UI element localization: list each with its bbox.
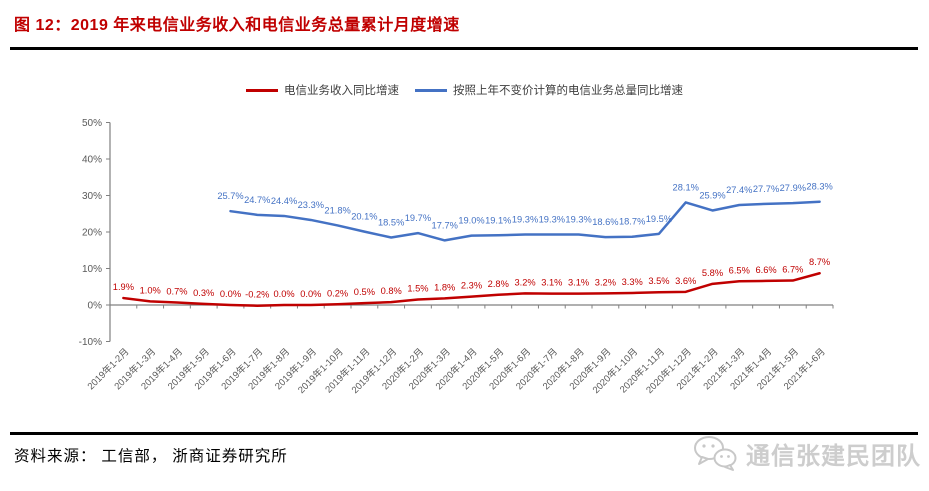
data-label: 18.6% xyxy=(592,217,618,227)
data-label: 2.3% xyxy=(461,281,482,291)
data-label: 27.7% xyxy=(753,184,779,194)
legend-marker-revenue xyxy=(246,88,278,92)
data-label: 3.2% xyxy=(514,277,535,287)
legend-marker-volume xyxy=(415,88,447,92)
data-label: 17.7% xyxy=(432,220,458,230)
data-label: 24.4% xyxy=(271,196,297,206)
data-label: 6.5% xyxy=(729,265,750,275)
legend-item-revenue: 电信业务收入同比增速 xyxy=(246,82,399,98)
data-label: 3.1% xyxy=(568,278,589,288)
y-tick-label: 10% xyxy=(82,264,102,275)
data-label: 3.6% xyxy=(675,276,696,286)
data-label: 5.8% xyxy=(702,268,723,278)
y-tick-label: 0% xyxy=(88,301,103,312)
data-label: 0.7% xyxy=(166,286,187,296)
data-label: 1.0% xyxy=(140,285,161,295)
data-label: 19.3% xyxy=(565,215,591,225)
data-label: 0.5% xyxy=(354,287,375,297)
data-label: 19.3% xyxy=(512,215,538,225)
data-label: 3.5% xyxy=(648,276,669,286)
data-label: 6.7% xyxy=(782,265,803,275)
data-label: 19.1% xyxy=(485,215,511,225)
data-label: 27.4% xyxy=(726,185,752,195)
data-label: 1.5% xyxy=(407,284,428,294)
data-label: 18.5% xyxy=(378,217,404,227)
legend-item-volume: 按照上年不变价计算的电信业务总量同比增速 xyxy=(415,82,683,98)
data-label: 0.0% xyxy=(273,289,294,299)
data-label: 3.2% xyxy=(595,277,616,287)
bottom-divider xyxy=(10,432,918,435)
data-label: 19.7% xyxy=(405,213,431,223)
data-label: 23.3% xyxy=(298,200,324,210)
y-tick-label: -10% xyxy=(79,337,102,348)
data-label: 0.8% xyxy=(381,286,402,296)
data-label: 28.1% xyxy=(673,182,699,192)
data-label: 19.0% xyxy=(458,216,484,226)
data-label: -0.2% xyxy=(245,290,269,300)
data-label: 24.7% xyxy=(244,195,270,205)
data-label: 1.8% xyxy=(434,282,455,292)
data-label: 0.2% xyxy=(327,288,348,298)
data-label: 20.1% xyxy=(351,212,377,222)
data-label: 19.3% xyxy=(539,215,565,225)
figure-title: 图 12：2019 年来电信业务收入和电信业务总量累计月度增速 xyxy=(14,17,460,34)
data-label: 21.8% xyxy=(324,205,350,215)
y-tick-label: 30% xyxy=(82,191,102,202)
team-watermark: 通信张建民团队 xyxy=(692,434,921,472)
data-label: 18.7% xyxy=(619,217,645,227)
data-label: 0.0% xyxy=(220,289,241,299)
series-line-volume xyxy=(229,200,821,242)
source-note: 资料来源： 工信部， 浙商证券研究所 xyxy=(14,448,288,465)
y-tick-label: 40% xyxy=(82,155,102,166)
top-divider xyxy=(10,47,918,50)
data-label: 25.9% xyxy=(699,190,725,200)
data-label: 6.6% xyxy=(755,265,776,275)
data-label: 25.7% xyxy=(217,191,243,201)
wechat-icon xyxy=(694,436,737,471)
data-label: 8.7% xyxy=(809,257,830,267)
data-label: 2.8% xyxy=(488,279,509,289)
legend-label-revenue: 电信业务收入同比增速 xyxy=(284,85,399,97)
legend-label-volume: 按照上年不变价计算的电信业务总量同比增速 xyxy=(453,85,683,97)
data-label: 19.5% xyxy=(646,214,672,224)
chart-legend: 电信业务收入同比增速 按照上年不变价计算的电信业务总量同比增速 xyxy=(0,82,929,98)
data-label: 28.3% xyxy=(806,182,832,192)
y-tick-label: 20% xyxy=(82,228,102,239)
series-line-revenue xyxy=(122,271,821,307)
y-tick-label: 50% xyxy=(82,118,102,129)
data-label: 1.9% xyxy=(113,282,134,292)
data-label: 3.3% xyxy=(622,277,643,287)
team-watermark-label: 通信张建民团队 xyxy=(746,442,921,470)
data-label: 27.9% xyxy=(780,183,806,193)
data-label: 3.1% xyxy=(541,278,562,288)
data-label: 0.0% xyxy=(300,289,321,299)
data-label: 0.3% xyxy=(193,288,214,298)
